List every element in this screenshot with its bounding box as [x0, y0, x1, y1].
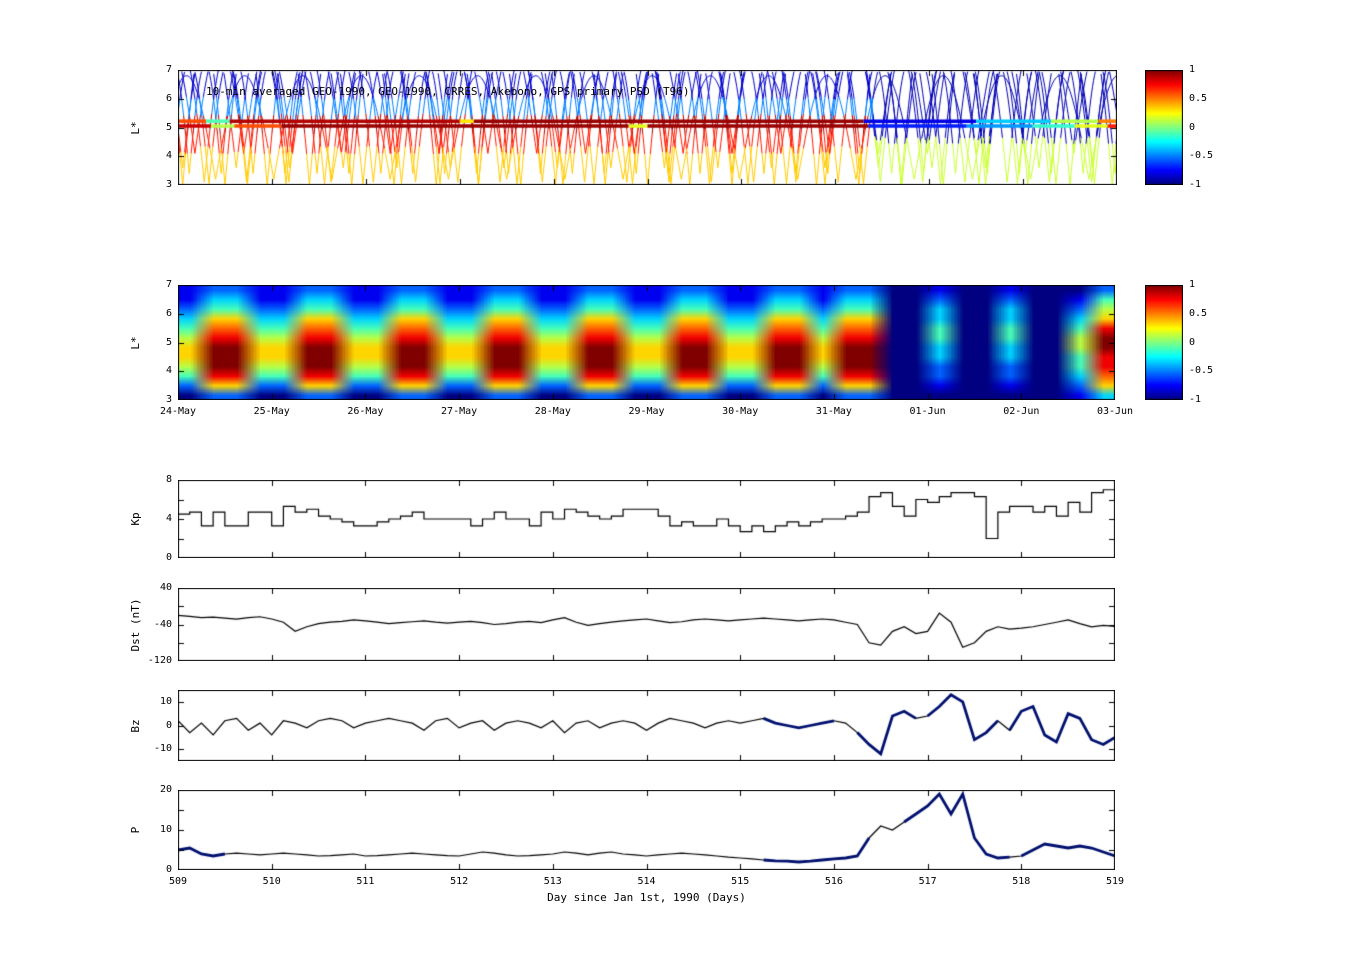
y-tick-label: -120 — [147, 655, 172, 666]
colorbar-tick-label: 0 — [1189, 336, 1196, 348]
psd-spectrogram-plot — [178, 285, 1115, 400]
psd-panel-title: 10-min averaged GEO-1990, GEO-1990, CRRE… — [206, 85, 690, 98]
bz-plot — [178, 690, 1115, 761]
dst-plot — [178, 588, 1115, 661]
date-tick-label: 27-May — [441, 406, 478, 417]
date-tick-label: 03-Jun — [1096, 406, 1134, 417]
y-tick-label: 4 — [165, 365, 172, 377]
x-tick-label: 519 — [1105, 876, 1125, 887]
colorbar-tick-label: -0.5 — [1189, 150, 1214, 162]
colorbar-tick-label: 0 — [1189, 121, 1196, 133]
x-tick-label: 513 — [543, 876, 562, 887]
y-tick-label: 5 — [165, 336, 172, 348]
y-tick-label: 10 — [159, 695, 172, 707]
y-tick-label: 8 — [165, 474, 172, 485]
y-tick-label: 5 — [165, 121, 172, 133]
colorbar-tick-label: -1 — [1189, 394, 1202, 405]
pressure-plot — [178, 790, 1115, 870]
date-tick-label: 30-May — [722, 406, 759, 417]
colorbar-tick-label: -1 — [1189, 179, 1202, 190]
x-tick-label: 509 — [168, 876, 188, 887]
x-tick-label: 514 — [637, 876, 656, 887]
y-tick-label: 0 — [165, 864, 172, 875]
kp-plot — [178, 480, 1115, 558]
x-tick-label: 511 — [356, 876, 375, 887]
y-tick-label: 6 — [165, 307, 172, 319]
x-tick-label: 515 — [731, 876, 750, 887]
date-tick-label: 25-May — [253, 406, 290, 417]
y-tick-label: 10 — [159, 824, 172, 835]
y-tick-label: 7 — [165, 64, 172, 75]
y-tick-label: 4 — [165, 513, 172, 524]
date-tick-label: 24-May — [159, 406, 197, 417]
y-tick-label: 0 — [165, 719, 172, 731]
psd-spectrogram-colorbar — [1145, 285, 1183, 400]
y-tick-label: 4 — [165, 150, 172, 162]
y-tick-label: -40 — [153, 618, 172, 630]
colorbar-tick-label: -0.5 — [1189, 365, 1214, 377]
y-tick-label: 40 — [159, 582, 172, 593]
x-tick-label: 512 — [450, 876, 469, 887]
x-tick-label: 517 — [918, 876, 937, 887]
y-tick-label: 3 — [165, 394, 172, 405]
y-tick-label: 20 — [159, 784, 172, 795]
date-tick-label: 01-Jun — [909, 406, 946, 417]
colorbar-tick-label: 1 — [1189, 64, 1196, 75]
date-tick-label: 26-May — [347, 406, 384, 417]
date-tick-label: 28-May — [534, 406, 571, 417]
x-tick-label: 510 — [262, 876, 281, 887]
colorbar-tick-label: 0.5 — [1189, 307, 1208, 319]
y-tick-label: 7 — [165, 279, 172, 290]
y-tick-label: 3 — [165, 179, 172, 190]
date-tick-label: 31-May — [815, 406, 852, 417]
y-tick-label: -10 — [153, 743, 172, 755]
xaxis-label: Day since Jan 1st, 1990 (Days) — [547, 891, 746, 904]
date-tick-label: 02-Jun — [1003, 406, 1040, 417]
y-tick-label: 0 — [165, 552, 172, 563]
psd-tracks-plot — [178, 70, 1117, 185]
colorbar-tick-label: 0.5 — [1189, 92, 1208, 104]
colorbar-tick-label: 1 — [1189, 279, 1196, 290]
y-tick-label: 6 — [165, 92, 172, 104]
x-tick-label: 516 — [824, 876, 843, 887]
date-tick-label: 29-May — [628, 406, 665, 417]
x-tick-label: 518 — [1012, 876, 1031, 887]
psd-tracks-colorbar — [1145, 70, 1183, 185]
